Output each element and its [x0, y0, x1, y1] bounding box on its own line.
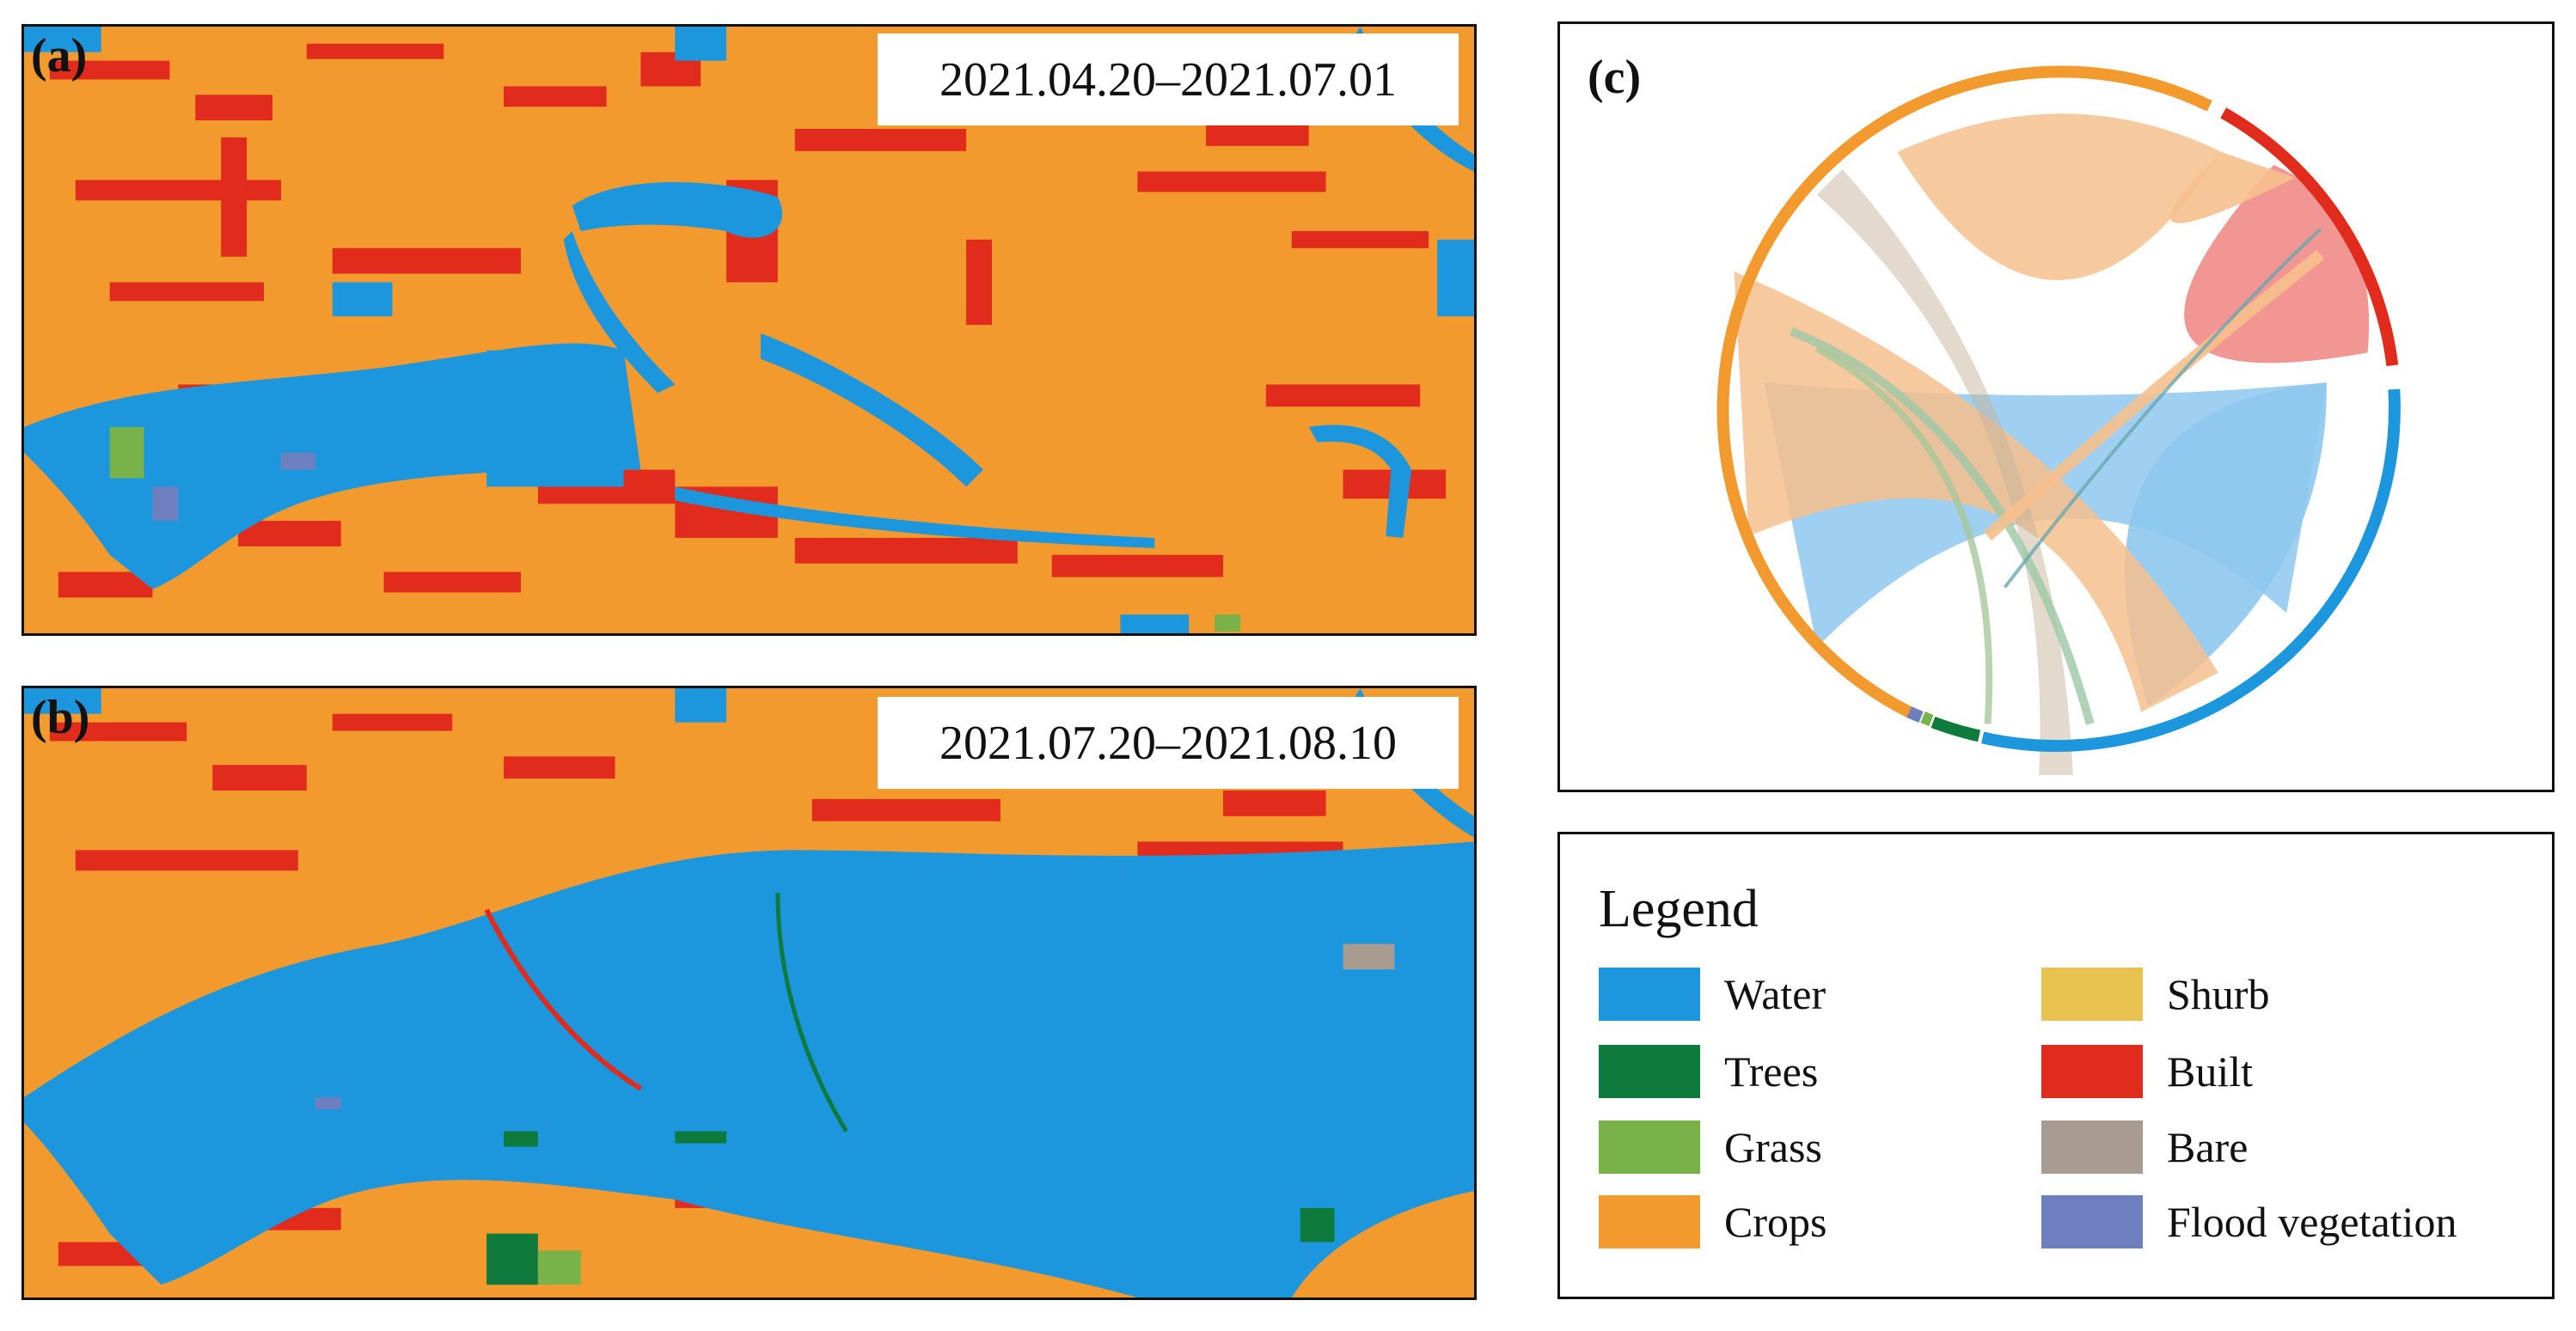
legend-item-trees: Trees [1599, 1045, 1818, 1098]
chord-built-built [2184, 164, 2370, 363]
legend-item-bare: Bare [2041, 1120, 2248, 1174]
panel-a-label: (a) [31, 29, 88, 82]
legend-swatch-flood-vegetation [2041, 1195, 2143, 1249]
legend: Legend Water Trees Grass Crops Shurb Bui… [1557, 832, 2555, 1299]
chord-crops-built [2169, 151, 2296, 223]
legend-label-grass: Grass [1724, 1123, 1822, 1171]
legend-label-shrub: Shurb [2167, 970, 2270, 1018]
legend-label-flood-vegetation: Flood vegetation [2167, 1198, 2457, 1246]
map-a-water [24, 27, 1474, 633]
ring-trees [1930, 716, 1981, 742]
legend-label-water: Water [1724, 970, 1826, 1018]
legend-swatch-trees [1599, 1045, 1700, 1098]
legend-title: Legend [1599, 880, 1759, 938]
ring-built [2220, 107, 2399, 367]
legend-swatch-bare [2041, 1120, 2143, 1174]
ring-crops [1716, 65, 2212, 719]
land-cover-map-during-flood: (b) 2021.07.20–2021.08.10 [21, 686, 1477, 1300]
panel-c-label: (c) [1588, 51, 1642, 104]
panel-a-date-range: 2021.04.20–2021.07.01 [878, 34, 1459, 125]
ring-water [1981, 388, 2401, 752]
legend-item-flood-vegetation: Flood vegetation [2041, 1195, 2457, 1249]
chord-water-crops [1734, 272, 2218, 712]
legend-item-shrub: Shurb [2041, 968, 2269, 1021]
land-cover-transition-chord-diagram: (c) [1557, 21, 2555, 792]
legend-item-crops: Crops [1599, 1195, 1826, 1249]
legend-label-crops: Crops [1724, 1198, 1827, 1246]
chord-crops-bare [1816, 168, 2073, 776]
legend-label-bare: Bare [2167, 1123, 2249, 1171]
chord-crops-built-thin [1983, 249, 2325, 541]
legend-label-trees: Trees [1724, 1047, 1819, 1096]
legend-swatch-grass [1599, 1120, 1700, 1174]
panel-b-date-range: 2021.07.20–2021.08.10 [878, 697, 1459, 789]
legend-swatch-water [1599, 968, 1700, 1021]
chord-grass-crops [1814, 345, 1993, 724]
legend-item-built: Built [2041, 1045, 2253, 1098]
chord-crops-crops [1897, 113, 2222, 280]
legend-swatch-crops [1599, 1195, 1700, 1249]
chord-diagram-canvas [1716, 65, 2401, 776]
panel-b-label: (b) [31, 691, 90, 744]
chord-trees-water [1790, 327, 2095, 725]
legend-label-built: Built [2167, 1047, 2254, 1096]
legend-item-grass: Grass [1599, 1120, 1822, 1174]
ring-flood-vegetation [1906, 706, 1924, 724]
map-b-minor-classes [315, 892, 1395, 1285]
land-cover-map-before: (a) 2021.04.20–2021.07.01 [21, 24, 1477, 636]
legend-swatch-shrub [2041, 968, 2143, 1021]
legend-swatch-built [2041, 1045, 2143, 1098]
ring-grass [1920, 711, 1934, 727]
legend-item-water: Water [1599, 968, 1826, 1021]
map-a-minor-classes [109, 427, 1240, 632]
chord-water-built-thin [2003, 227, 2322, 589]
